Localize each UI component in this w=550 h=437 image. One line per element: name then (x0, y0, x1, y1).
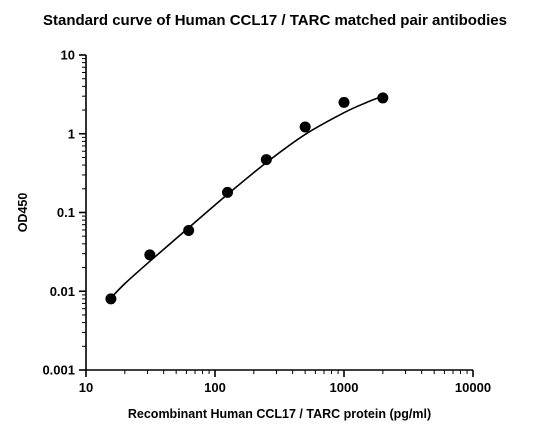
y-axis-title: OD450 (16, 193, 30, 233)
data-points (105, 92, 389, 305)
data-point (144, 249, 156, 261)
data-point (260, 154, 272, 166)
data-point (183, 225, 195, 237)
y-tick-label: 0.01 (50, 284, 75, 299)
y-tick-label: 0.001 (42, 363, 75, 378)
data-point (222, 186, 234, 198)
data-point (299, 121, 311, 133)
x-tick-label: 100 (204, 380, 226, 395)
x-tick-label: 1000 (330, 380, 359, 395)
y-tick-label: 10 (61, 48, 75, 63)
data-point (105, 293, 117, 305)
x-axis-title: Recombinant Human CCL17 / TARC protein (… (128, 407, 431, 421)
y-tick-label: 0.1 (57, 205, 75, 220)
data-point (338, 96, 350, 108)
chart-title: Standard curve of Human CCL17 / TARC mat… (43, 12, 507, 29)
fit-curve-group (110, 95, 384, 299)
axes (85, 55, 473, 371)
data-point (377, 92, 389, 104)
axis-ticks: 10 1 0.1 0.01 0.001 10 100 1000 10000 (42, 48, 491, 396)
y-tick-label: 1 (68, 126, 75, 141)
fit-curve (110, 95, 384, 299)
x-tick-label: 10000 (455, 380, 491, 395)
x-tick-label: 10 (79, 380, 93, 395)
